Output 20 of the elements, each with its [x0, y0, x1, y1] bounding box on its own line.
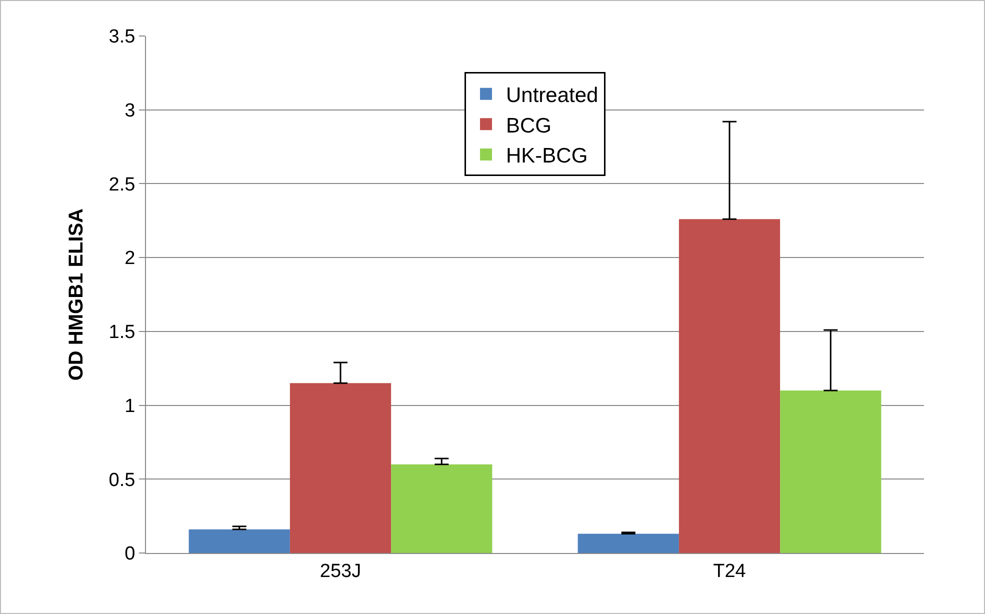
x-tick-label: 253J	[320, 560, 362, 582]
y-tick-label: 3.5	[108, 26, 136, 48]
legend-label: Untreated	[506, 84, 598, 108]
bar	[780, 390, 882, 553]
legend-label: HK-BCG	[506, 144, 588, 168]
bar	[578, 534, 679, 553]
y-tick-label: 0.5	[108, 470, 136, 491]
y-tick-label: 2.5	[108, 174, 136, 196]
y-tick-label: 1.5	[108, 322, 136, 344]
y-tick-label: 3	[124, 100, 136, 122]
x-tick-label: T24	[713, 560, 746, 582]
legend-label: BCG	[506, 114, 552, 138]
bar	[678, 219, 780, 553]
y-tick-label: 0	[124, 544, 136, 565]
bar	[391, 464, 492, 553]
y-axis-title: OD HMGB1 ELISA	[65, 208, 88, 381]
y-tick-label: 2	[124, 248, 136, 270]
bar	[290, 383, 392, 553]
y-tick-label: 1	[124, 396, 136, 417]
bar	[188, 529, 290, 553]
